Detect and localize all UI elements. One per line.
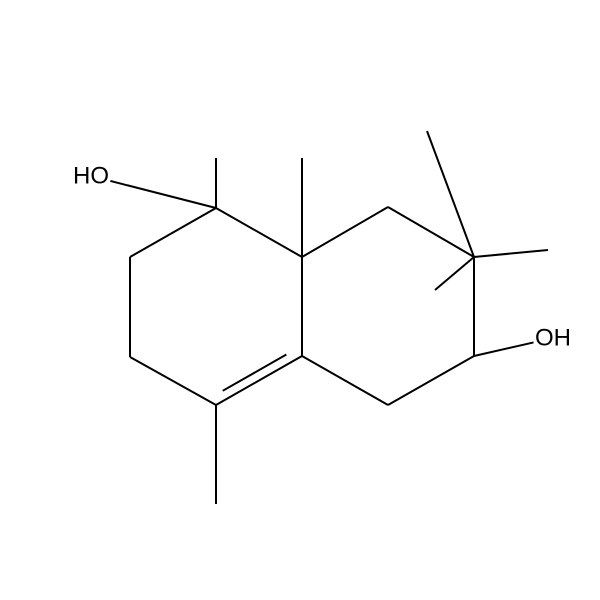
atom-label: OH bbox=[535, 325, 571, 352]
molecule-diagram: HO OH bbox=[0, 0, 600, 600]
atom-label: HO bbox=[73, 163, 109, 190]
